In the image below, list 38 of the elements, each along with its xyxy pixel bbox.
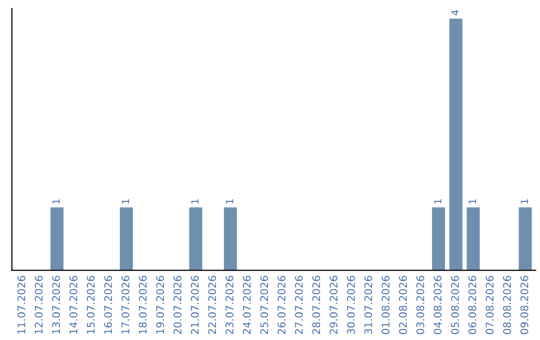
x-tick-label: 11.07.2026	[17, 276, 26, 334]
data-label: 1	[226, 199, 234, 204]
x-tick-label: 04.08.2026	[434, 276, 442, 334]
x-tick-label: 26.07.2026	[278, 276, 286, 334]
x-tick-label: 08.08.2026	[503, 276, 511, 334]
x-tick-label: 17.07.2026	[121, 276, 130, 334]
x-tick-label: 25.07.2026	[260, 276, 268, 334]
x-tick-label: 01.08.2026	[382, 276, 390, 334]
x-tick-label: 15.07.2026	[86, 276, 95, 334]
x-tick-label: 14.07.2026	[69, 276, 78, 334]
x-tick-label: 24.07.2026	[242, 276, 251, 334]
x-tick-label: 05.08.2026	[451, 276, 459, 334]
x-tick-label: 28.07.2026	[312, 276, 320, 334]
x-tick-label: 07.08.2026	[486, 276, 494, 334]
x-tick-label: 12.07.2026	[34, 276, 43, 334]
data-label: 1	[191, 199, 198, 204]
x-tick-label: 18.07.2026	[138, 276, 147, 334]
x-tick-label: 21.07.2026	[190, 276, 199, 334]
data-label: 1	[52, 199, 60, 204]
x-tick-label: 29.07.2026	[330, 276, 338, 334]
x-tick-label: 23.07.2026	[226, 276, 234, 334]
x-tick-label: 06.08.2026	[468, 276, 476, 334]
x-tick-label: 03.08.2026	[416, 276, 424, 334]
x-tick-label: 22.07.2026	[208, 276, 216, 334]
data-label: 1	[122, 199, 130, 204]
x-tick-label: 19.07.2026	[156, 276, 164, 334]
x-tick-label: 27.07.2026	[294, 276, 303, 334]
data-label: 1	[434, 199, 442, 204]
x-tick-label: 20.07.2026	[174, 276, 182, 334]
x-tick-label: 16.07.2026	[104, 276, 112, 334]
x-tick-label: 02.08.2026	[399, 276, 407, 334]
x-tick-label: 30.07.2026	[346, 276, 355, 334]
x-tick-label: 31.07.2026	[364, 276, 372, 334]
x-tick-label: 13.07.2026	[52, 276, 60, 334]
data-label: 4	[451, 10, 459, 16]
data-label: 1	[520, 199, 528, 204]
x-tick-label: 09.08.2026	[520, 276, 528, 334]
data-label: 1	[468, 199, 476, 204]
